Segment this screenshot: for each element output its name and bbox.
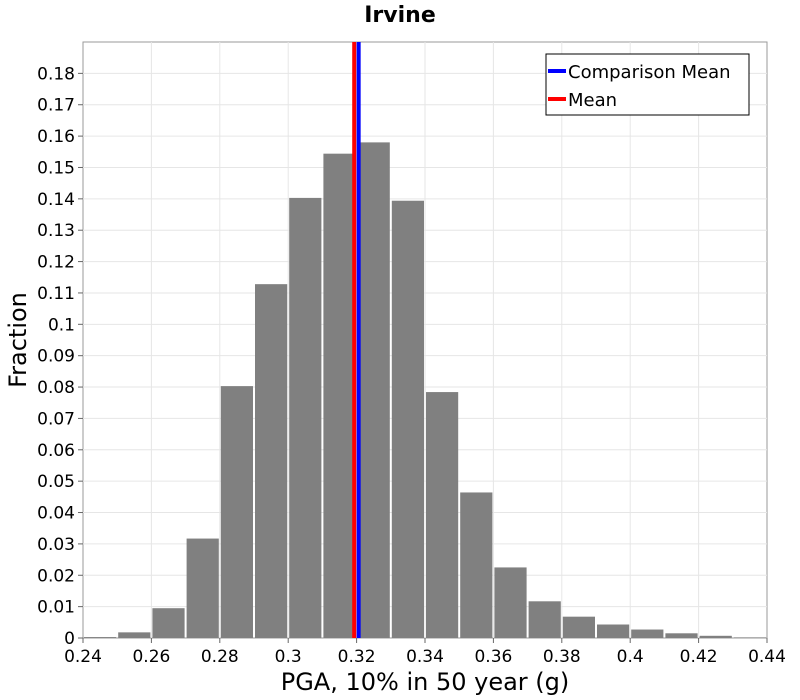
y-tick-label: 0.06 [37,441,75,461]
histogram-bar [391,200,424,638]
x-tick-label: 0.44 [748,647,786,667]
y-axis-ticks: 0 0.01 0.02 0.03 0.04 0.05 0.06 0.07 0.08 0.09 0.1… [37,64,83,649]
histogram-bar [528,601,561,638]
y-tick-label: 0.08 [37,378,75,398]
y-tick-label: 0.14 [37,190,75,210]
y-tick-label: 0.17 [37,96,75,116]
y-tick-label: 0.16 [37,127,75,147]
y-tick-label: 0.01 [37,598,75,618]
y-tick-label: 0 [64,629,75,649]
y-tick-label: 0.15 [37,158,75,178]
histogram-bar [84,637,117,638]
x-tick-label: 0.24 [64,647,102,667]
legend-label-mean: Mean [568,90,617,111]
histogram-bar [631,629,664,638]
chart-title: Irvine [364,3,436,28]
y-tick-label: 0.03 [37,535,75,555]
histogram-bar [460,492,493,638]
y-tick-label: 0.07 [37,409,75,429]
histogram-bar [255,284,288,638]
y-axis-label: Fraction [4,292,32,388]
y-tick-label: 0.02 [37,566,75,586]
x-tick-label: 0.36 [474,647,512,667]
y-tick-label: 0.11 [37,284,75,304]
y-tick-label: 0.05 [37,472,75,492]
histogram-bar [733,637,766,638]
histogram-bar [152,608,185,638]
x-tick-label: 0.28 [201,647,239,667]
y-tick-label: 0.12 [37,253,75,273]
histogram-bar [220,386,253,638]
histogram-bar [186,538,219,638]
x-tick-label: 0.26 [132,647,170,667]
histogram-bar [665,633,698,638]
x-tick-label: 0.42 [680,647,718,667]
y-tick-label: 0.13 [37,221,75,241]
histogram-bar [597,624,630,638]
x-tick-label: 0.38 [543,647,581,667]
x-axis-ticks: 0.24 0.26 0.28 0.3 0.32 0.34 0.36 0.38 0.4 0.42 0.… [64,638,786,667]
legend-box [545,53,750,116]
y-tick-label: 0.18 [37,64,75,84]
x-axis-label: PGA, 10% in 50 year (g) [281,668,570,696]
grid-lines [83,42,767,638]
histogram-bar [426,392,459,638]
x-tick-label: 0.34 [406,647,444,667]
y-tick-label: 0.09 [37,347,75,367]
histogram-bar [289,197,322,638]
x-tick-label: 0.3 [275,647,302,667]
histogram-bar [323,153,356,639]
histogram-bar [494,567,527,638]
x-tick-label: 0.4 [617,647,644,667]
histogram-bar [562,616,595,638]
histogram-bar [699,635,732,638]
x-tick-label: 0.32 [338,647,376,667]
y-tick-label: 0.1 [48,315,75,335]
y-tick-label: 0.04 [37,504,75,524]
histogram-bar [118,632,151,638]
histogram-bars [84,142,766,639]
mean-lines [352,42,361,638]
legend: Comparison Mean Mean [545,53,750,116]
histogram-bar [357,142,390,638]
legend-label-comparison-mean: Comparison Mean [568,62,731,83]
